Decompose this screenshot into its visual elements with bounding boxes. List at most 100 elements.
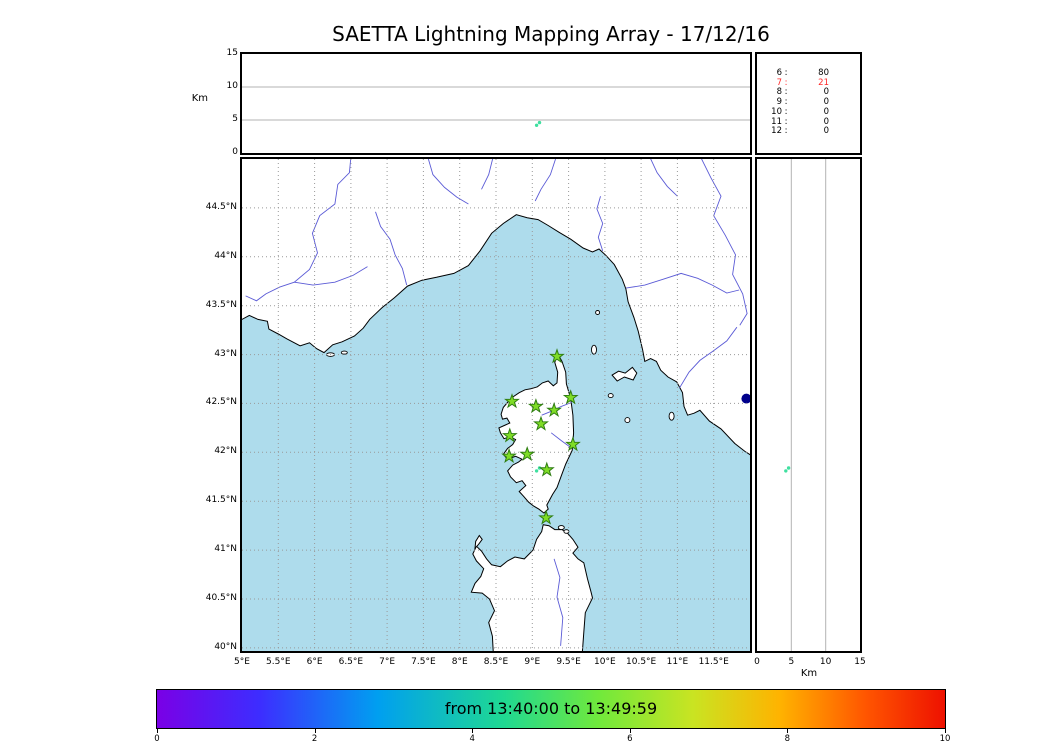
corsica xyxy=(498,352,575,514)
station-count-value: 0 xyxy=(823,116,829,127)
mainland-coast xyxy=(242,159,750,456)
figure-title: SAETTA Lightning Mapping Array - 17/12/1… xyxy=(332,22,770,46)
colorbar-tick-labels-item: 0 xyxy=(154,734,160,744)
longitude-tick-labels-item: 6°E xyxy=(306,657,323,667)
longitude-tick-labels-item: 5.5°E xyxy=(266,657,291,667)
altitude-longitude-panel xyxy=(240,52,752,155)
latitude-tick-labels-item: 44.5°N xyxy=(205,201,237,212)
colorbar-tick-labels-item: 6 xyxy=(627,734,633,744)
colon: : xyxy=(784,68,788,78)
station-count-value: 0 xyxy=(823,97,829,108)
longitude-tick-labels-item: 10°E xyxy=(594,657,616,667)
latitude-tick-labels-item: 42.5°N xyxy=(205,397,237,408)
station-star xyxy=(501,447,517,464)
station-star xyxy=(538,509,554,525)
islet xyxy=(607,393,614,399)
station-count-value: 80 xyxy=(818,68,829,78)
altitude-latitude-plot xyxy=(784,159,827,651)
latitude-tick-labels-item: 40°N xyxy=(214,641,237,652)
altitude-axis-label: Km xyxy=(191,93,208,104)
longitude-tick-labels-item: 9.5°E xyxy=(556,657,581,667)
station-star xyxy=(504,393,520,409)
colorbar-tickmark xyxy=(629,729,631,733)
station-count-key: 12 xyxy=(771,126,782,137)
right-altitude-axis-label: Km xyxy=(800,668,818,679)
station-star xyxy=(533,415,549,431)
latitude-tick-labels-item: 41°N xyxy=(214,544,237,555)
islet xyxy=(595,310,601,315)
elba-island xyxy=(611,366,638,382)
station-star xyxy=(546,401,562,418)
colorbar-tick-labels-item: 4 xyxy=(469,734,475,744)
station-count-row-8: 8: 0 xyxy=(769,88,829,98)
station-count-row-7: 7: 21 xyxy=(769,77,829,89)
station-count-key: 6 xyxy=(776,68,782,78)
station-count-key: 10 xyxy=(771,106,782,117)
station-count-key: 9 xyxy=(776,97,782,108)
station-count-row-11: 11: 0 xyxy=(769,116,829,128)
islet xyxy=(591,344,597,355)
altitude-tick-labels-item: 10 xyxy=(226,81,238,91)
map-plot xyxy=(242,159,750,651)
station-count-row-6: 6: 80 xyxy=(769,68,829,79)
latitude-tick-labels-item: 40.5°N xyxy=(205,593,237,603)
station-star xyxy=(565,436,581,452)
station-star xyxy=(538,461,555,477)
station-star xyxy=(501,427,518,443)
station-count-row-12: 12: 0 xyxy=(769,127,829,137)
station-star xyxy=(562,389,579,405)
colon: : xyxy=(784,77,788,88)
longitude-tick-labels-item: 6.5°E xyxy=(338,657,364,667)
colorbar-time-range-label: from 13:40:00 to 13:49:59 xyxy=(444,699,658,718)
station-star xyxy=(519,445,536,462)
colorbar-tick-labels-item: 8 xyxy=(784,734,791,744)
lake-bolsena-dot xyxy=(741,393,750,404)
longitude-tick-labels-item: 8°E xyxy=(451,657,468,667)
colorbar-tickmark xyxy=(157,729,158,733)
right-panel-tick-labels-item: 15 xyxy=(854,657,866,667)
right-panel-tick-labels-item: 5 xyxy=(788,657,795,667)
longitude-tick-labels-item: 11°E xyxy=(666,657,689,667)
colorbar-tickmark xyxy=(787,729,789,733)
colon: : xyxy=(784,97,788,108)
longitude-tick-labels-item: 7.5°E xyxy=(411,657,436,667)
map-panel xyxy=(240,157,752,653)
altitude-tick-labels-item: 0 xyxy=(232,147,238,157)
latitude-tick-labels-item: 42°N xyxy=(214,446,237,457)
station-count-panel: 6: 80 7: 21 8: 0 9: 0 10: 0 11: 0 12: 0 xyxy=(755,52,862,155)
islet xyxy=(668,411,675,421)
station-count-key: 8 xyxy=(776,87,782,98)
colon: : xyxy=(784,87,788,98)
station-count-value: 0 xyxy=(823,126,829,137)
islet xyxy=(624,417,631,424)
time-colorbar: from 13:40:00 to 13:49:59 xyxy=(156,689,946,729)
colorbar-tickmark xyxy=(314,729,316,733)
colon: : xyxy=(784,126,788,137)
landmasses xyxy=(242,159,750,651)
station-count-value: 21 xyxy=(818,77,829,88)
altitude-gridlines-right xyxy=(790,159,827,651)
colorbar-tick-labels-item: 2 xyxy=(311,734,318,744)
station-count-value: 0 xyxy=(823,106,829,117)
altitude-longitude-plot xyxy=(242,86,750,128)
lightning-sources-map xyxy=(534,466,542,473)
station-star xyxy=(549,348,565,364)
longitude-tick-labels-item: 11.5°E xyxy=(698,657,729,667)
longitude-tick-labels-item: 7°E xyxy=(379,657,396,667)
colon: : xyxy=(784,106,788,117)
right-panel-tick-labels-item: 10 xyxy=(819,657,832,667)
colon: : xyxy=(784,116,788,127)
lightning-sources-right xyxy=(784,466,791,473)
lightning-sources-altitude xyxy=(534,120,542,128)
longitude-tick-labels-item: 10.5°E xyxy=(626,657,657,667)
altitude-tick-labels-item: 5 xyxy=(232,114,238,124)
asinara-island xyxy=(474,534,483,550)
colorbar-tickmark xyxy=(472,729,474,733)
colorbar-tick-labels-item: 10 xyxy=(939,734,951,744)
station-count-row-10: 10: 0 xyxy=(769,106,829,118)
station-star xyxy=(527,398,544,414)
station-count-key: 11 xyxy=(771,116,782,127)
latitude-tick-labels-item: 44°N xyxy=(214,250,237,261)
longitude-tick-labels-item: 5°E xyxy=(234,657,250,667)
